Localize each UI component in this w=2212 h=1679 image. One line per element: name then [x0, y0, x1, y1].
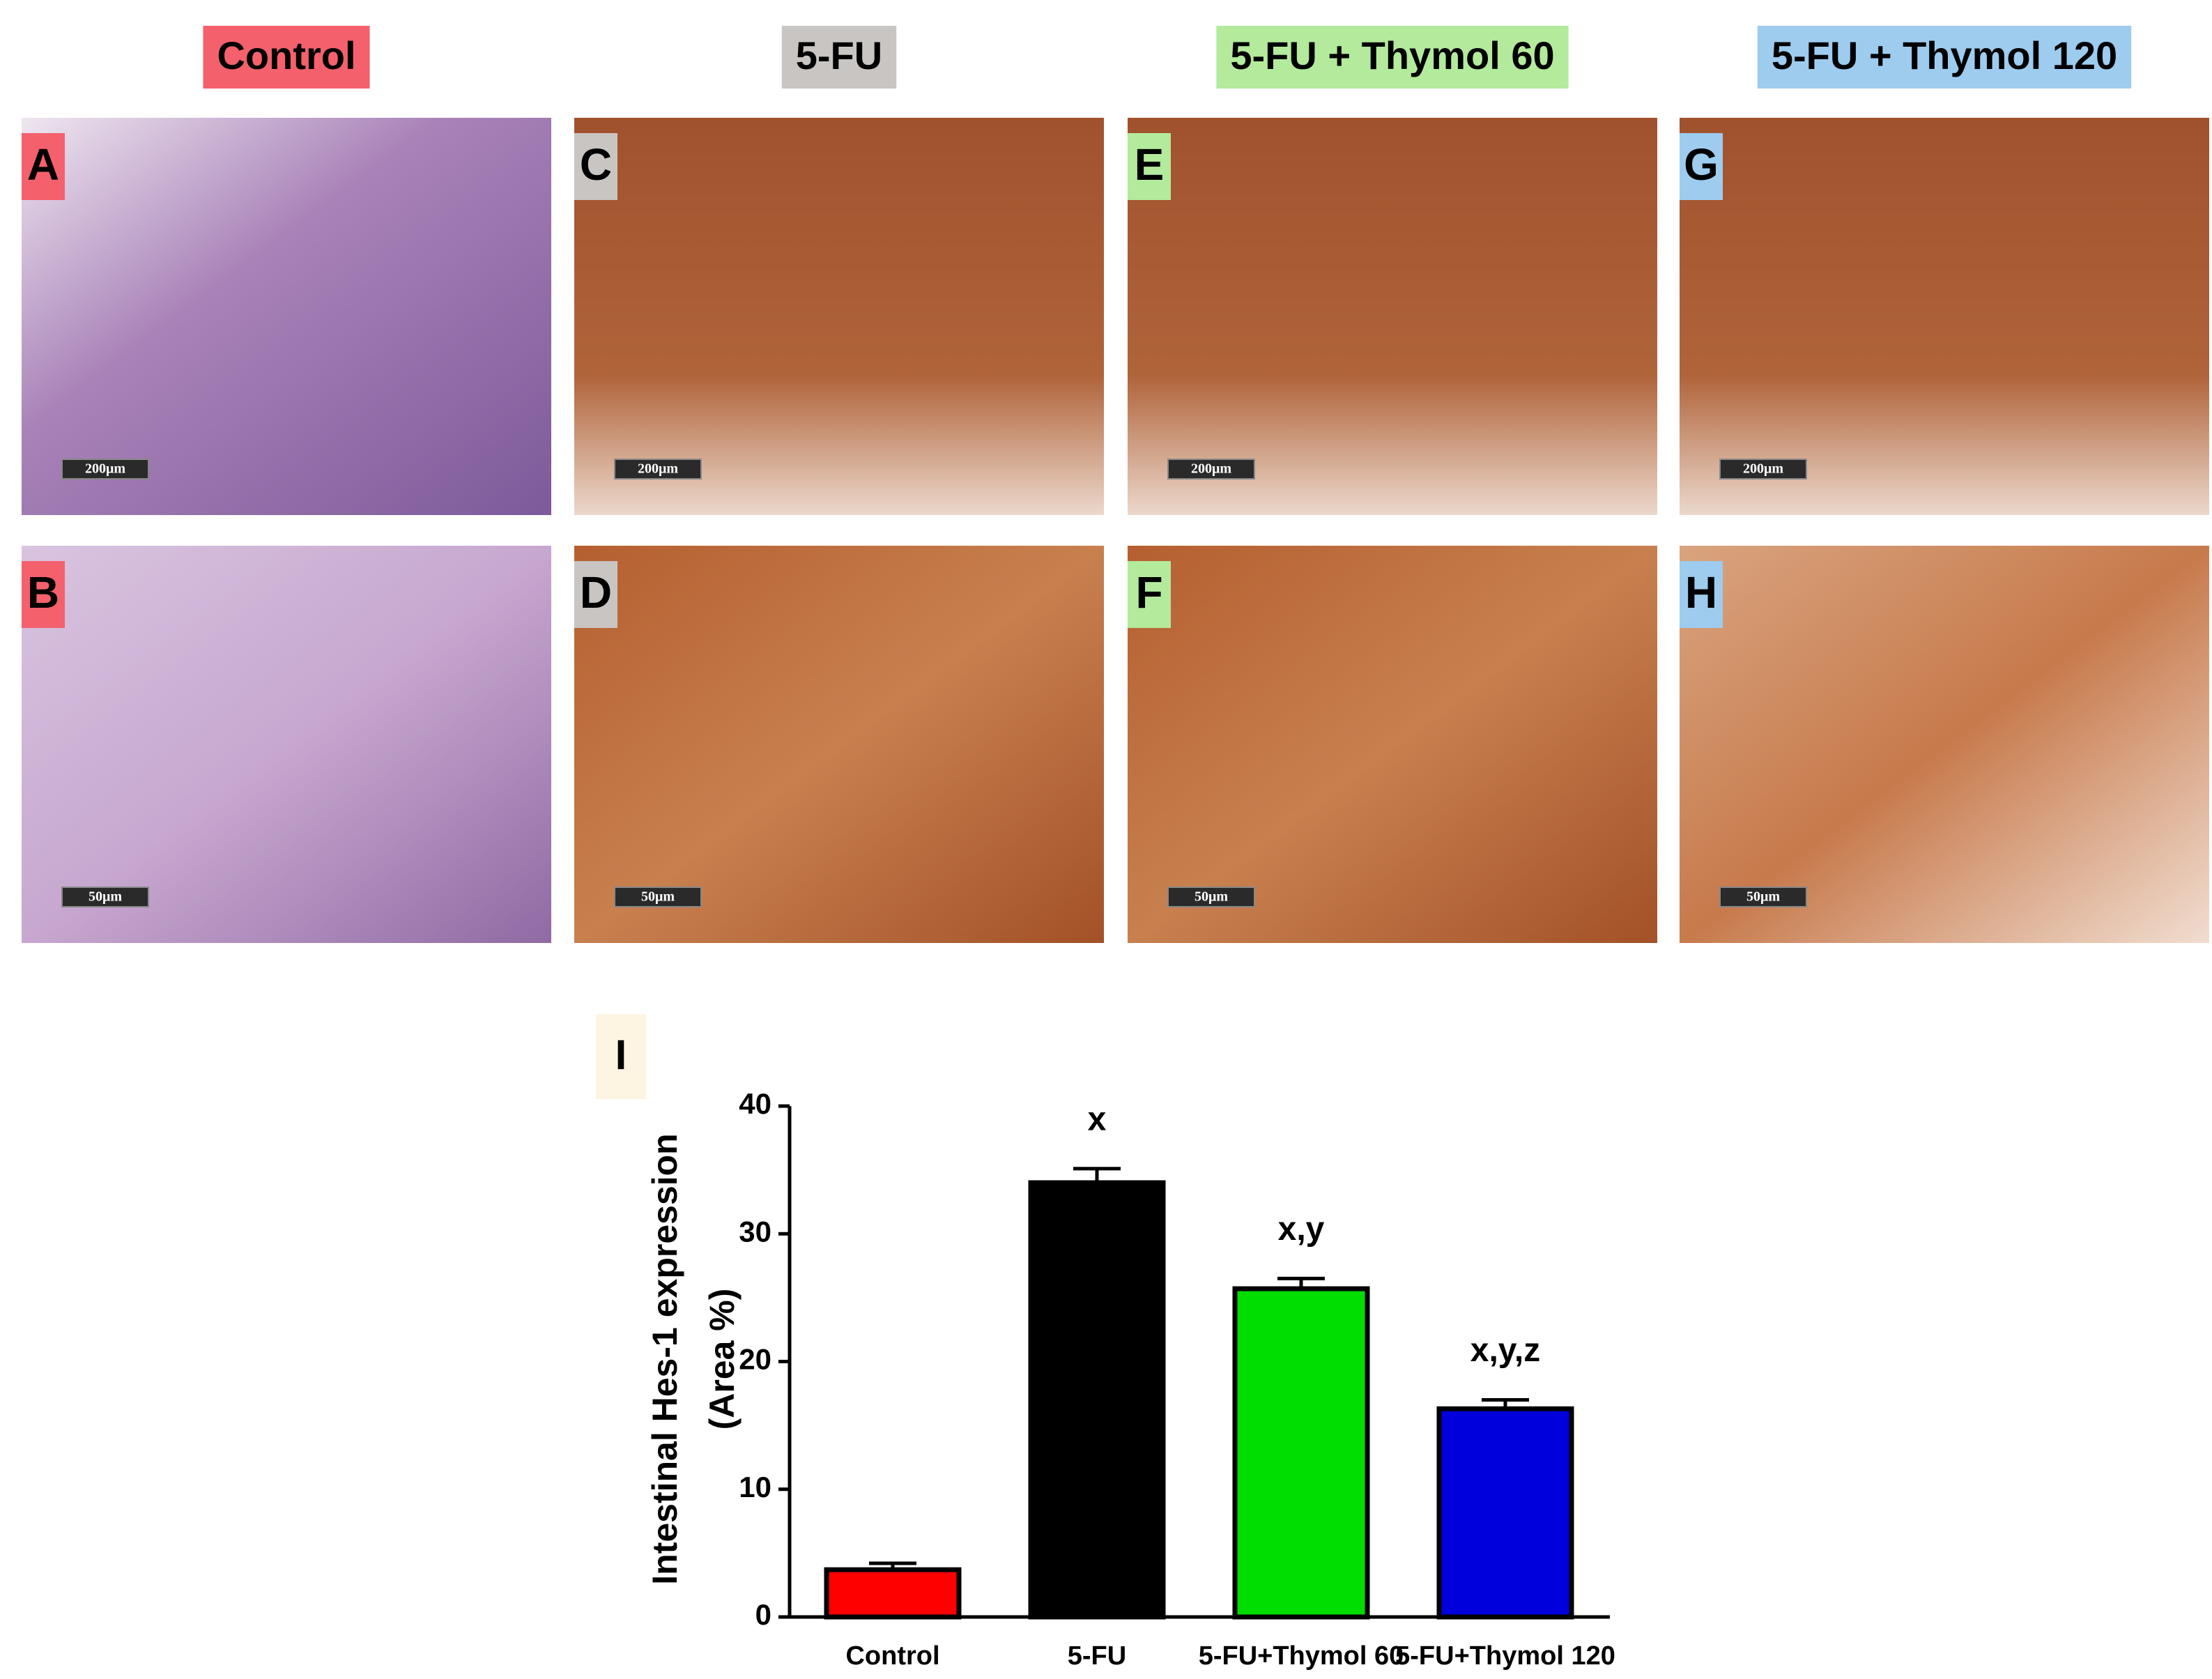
scale-bar [614, 887, 702, 907]
group-header-box [1216, 26, 1569, 89]
micrograph [22, 118, 551, 515]
micrograph [1680, 546, 2209, 943]
group-header: 5-FU + Thymol 60 [1230, 33, 1554, 77]
scale-bar-label: 200μm [638, 461, 678, 477]
group-header-box [781, 26, 897, 89]
x-tick-label: Control [845, 1641, 939, 1671]
bar [1436, 1406, 1574, 1620]
scale-bar [61, 459, 149, 480]
panel-letter-box [574, 561, 617, 628]
group-header-box [203, 26, 370, 89]
x-tick-label: 5-FU [1068, 1641, 1126, 1671]
scale-bar [1167, 887, 1255, 907]
panel-letter: C [580, 139, 612, 190]
y-tick-label: 20 [739, 1343, 771, 1376]
y-tick-label: 40 [739, 1087, 771, 1120]
bar [824, 1567, 962, 1620]
scale-bar-label: 200μm [1191, 461, 1231, 477]
scale-bar [61, 887, 149, 907]
y-axis-label: Intestinal Hes-1 expression [645, 1133, 684, 1584]
x-tick-label: 5-FU+Thymol 60 [1199, 1641, 1404, 1671]
significance-label: x,y,z [1470, 1332, 1541, 1369]
scale-bar-label: 50μm [641, 889, 675, 905]
group-header: Control [217, 33, 355, 77]
significance-label: x [1088, 1101, 1107, 1137]
y-tick-label: 30 [739, 1215, 771, 1248]
panel-letter-box [1680, 133, 1723, 200]
panel-letter-box [1128, 133, 1171, 200]
panel-label: I [615, 1032, 627, 1078]
x-tick-label: 5-FU+Thymol 120 [1395, 1641, 1615, 1671]
y-tick-label: 10 [739, 1471, 771, 1503]
bar [1028, 1180, 1166, 1620]
scale-bar-label: 50μm [89, 889, 122, 905]
panel-label-box [596, 1014, 646, 1099]
micrograph [1680, 118, 2209, 515]
scale-bar [614, 459, 702, 480]
y-axis-label: (Area %) [702, 1289, 742, 1430]
panel-letter-box [22, 133, 65, 200]
y-tick-label: 0 [755, 1598, 771, 1631]
panel-letter: A [27, 139, 59, 190]
scale-bar-label: 200μm [85, 461, 125, 477]
significance-label: x,y [1278, 1211, 1325, 1248]
bar [1232, 1286, 1370, 1620]
scale-bar [1719, 459, 1807, 480]
panel-letter: G [1684, 139, 1719, 190]
scale-bar-label: 50μm [1195, 889, 1228, 905]
panel-letter: H [1685, 567, 1717, 618]
panel-letter-box [1128, 561, 1171, 628]
panel-letter: B [27, 567, 59, 618]
scale-bar-label: 50μm [1746, 889, 1780, 905]
group-header: 5-FU [796, 33, 882, 77]
scale-bar-label: 200μm [1743, 461, 1783, 477]
micrograph [22, 546, 551, 943]
micrograph [574, 546, 1104, 943]
panel-letter: D [580, 567, 612, 618]
micrograph [1128, 546, 1657, 943]
panel-letter-box [22, 561, 65, 628]
scale-bar [1719, 887, 1807, 907]
scale-bar [1167, 459, 1255, 480]
group-header: 5-FU + Thymol 120 [1772, 33, 2117, 77]
panel-letter-box [574, 133, 617, 200]
group-header-box [1757, 26, 2132, 89]
panel-letter: E [1135, 139, 1165, 190]
panel-letter: F [1135, 567, 1162, 618]
panel-letter-box [1680, 561, 1723, 628]
micrograph [574, 118, 1104, 515]
micrograph [1128, 118, 1657, 515]
